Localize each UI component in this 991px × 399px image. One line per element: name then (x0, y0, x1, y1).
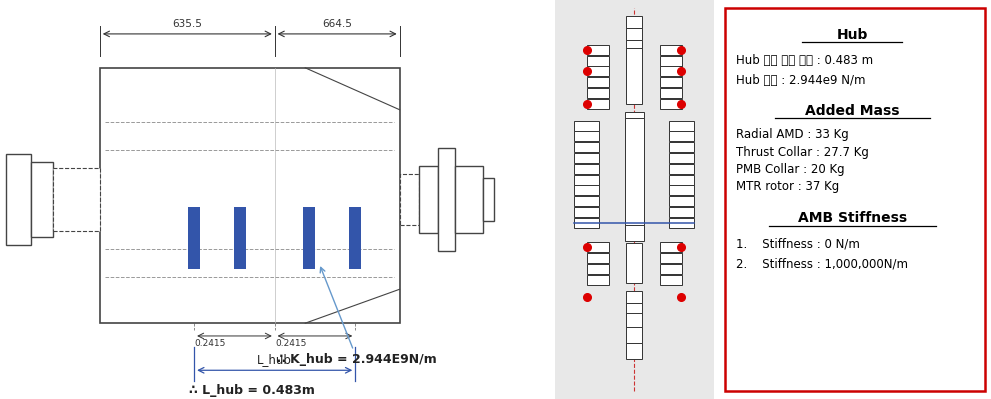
Text: 2.    Stiffness : 1,000,000N/m: 2. Stiffness : 1,000,000N/m (735, 257, 908, 271)
Bar (626, 28, 642, 40)
Bar (669, 207, 695, 217)
Bar (100, 68, 399, 323)
Bar (574, 207, 600, 217)
Text: ∴ K_hub = 2.944E9N/m: ∴ K_hub = 2.944E9N/m (277, 267, 437, 366)
Bar (660, 55, 682, 65)
Text: Radial AMD : 33 Kg: Radial AMD : 33 Kg (735, 128, 848, 142)
Bar (587, 264, 608, 274)
Bar (669, 142, 695, 152)
Text: 0.2415: 0.2415 (275, 339, 307, 348)
Bar (399, 174, 419, 225)
Bar (455, 166, 483, 233)
Bar (626, 343, 642, 359)
Text: 664.5: 664.5 (322, 19, 353, 29)
Bar (587, 77, 608, 87)
Bar (660, 66, 682, 77)
Bar (31, 162, 53, 237)
Text: Thrust Collar : 27.7 Kg: Thrust Collar : 27.7 Kg (735, 146, 868, 159)
Bar (626, 313, 642, 329)
Bar (660, 77, 682, 87)
Bar (574, 153, 600, 163)
Bar (669, 153, 695, 163)
Bar (624, 112, 644, 128)
Text: Hub 강성 작용 위치 : 0.483 m: Hub 강성 작용 위치 : 0.483 m (735, 54, 873, 67)
Bar (587, 45, 608, 55)
Bar (587, 66, 608, 77)
Bar (587, 242, 608, 253)
Bar (419, 166, 438, 233)
Bar (587, 275, 608, 285)
Text: PMB Collar : 20 Kg: PMB Collar : 20 Kg (735, 163, 844, 176)
Bar (660, 99, 682, 109)
Bar (53, 168, 100, 231)
Bar (624, 118, 644, 229)
Bar (669, 174, 695, 184)
Bar (660, 88, 682, 98)
Bar (660, 264, 682, 274)
Bar (349, 207, 362, 269)
Bar (587, 88, 608, 98)
Bar (574, 131, 600, 142)
Bar (660, 242, 682, 253)
Bar (660, 275, 682, 285)
Bar (574, 120, 600, 130)
Bar (669, 196, 695, 206)
Bar (574, 218, 600, 227)
Bar (574, 185, 600, 195)
Bar (574, 174, 600, 184)
Text: MTR rotor : 37 Kg: MTR rotor : 37 Kg (735, 180, 839, 193)
Bar (669, 164, 695, 174)
Bar (669, 131, 695, 142)
Bar (660, 253, 682, 263)
Bar (438, 148, 455, 251)
FancyBboxPatch shape (724, 8, 985, 391)
Bar (574, 164, 600, 174)
Bar (660, 45, 682, 55)
Bar (234, 207, 247, 269)
Text: 1.    Stiffness : 0 N/m: 1. Stiffness : 0 N/m (735, 237, 859, 251)
Bar (303, 207, 315, 269)
Bar (626, 40, 642, 52)
Text: Hub: Hub (836, 28, 868, 42)
Text: 635.5: 635.5 (172, 19, 202, 29)
Bar (624, 225, 644, 241)
Bar (626, 303, 642, 315)
Bar (669, 185, 695, 195)
Bar (587, 253, 608, 263)
Bar (587, 55, 608, 65)
Bar (669, 218, 695, 227)
Text: 0.2415: 0.2415 (194, 339, 226, 348)
Bar (669, 120, 695, 130)
Bar (626, 291, 642, 303)
Bar (6, 154, 31, 245)
Bar (483, 178, 494, 221)
Bar (574, 196, 600, 206)
Bar (587, 99, 608, 109)
Bar (626, 16, 642, 28)
Text: AMB Stiffness: AMB Stiffness (798, 211, 907, 225)
Text: Hub 강성 : 2.944e9 N/m: Hub 강성 : 2.944e9 N/m (735, 74, 865, 87)
Text: ∴ L_hub = 0.483m: ∴ L_hub = 0.483m (188, 384, 314, 397)
Text: Added Mass: Added Mass (805, 104, 900, 118)
Text: L_hub: L_hub (258, 353, 292, 366)
Bar (574, 142, 600, 152)
Bar (626, 48, 642, 104)
Bar (188, 207, 200, 269)
Bar (626, 243, 642, 283)
Bar (626, 327, 642, 343)
